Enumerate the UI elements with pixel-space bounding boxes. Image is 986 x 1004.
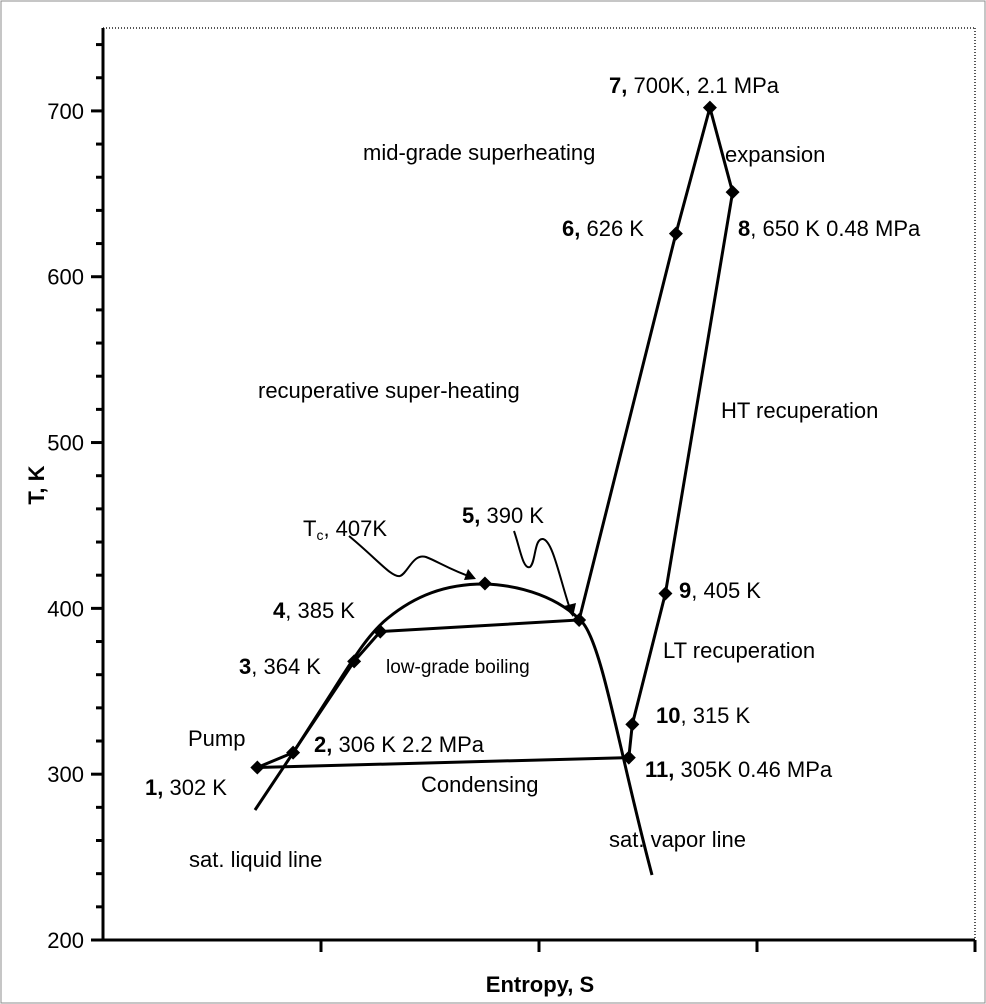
label-mid-grade-superheating: mid-grade superheating — [363, 140, 595, 165]
state-point-marker-1 — [250, 760, 265, 775]
label-sat-vapor-line: sat. vapor line — [609, 827, 746, 852]
state-point-marker-5 — [572, 612, 587, 627]
state-point-markers — [250, 100, 740, 775]
y-axis-title: T, K — [24, 465, 49, 504]
point-label-10: 10, 315 K — [656, 703, 751, 728]
point-label-9: 9, 405 K — [679, 578, 761, 603]
label-ht-recuperation: HT recuperation — [721, 398, 878, 423]
state-point-marker-8 — [725, 185, 740, 200]
saturation-dome-curve — [253, 582, 654, 876]
state-point-marker-10 — [625, 717, 640, 732]
point-label-1: 1, 302 K — [145, 775, 227, 800]
state-point-marker-11 — [621, 750, 636, 765]
label-sat-liquid-line: sat. liquid line — [189, 847, 322, 872]
state-point-marker-3 — [347, 654, 362, 669]
state-point-marker-7 — [702, 100, 717, 115]
y-tick-labels: 700 600 500 400 300 200 — [47, 99, 84, 953]
label-expansion: expansion — [725, 142, 825, 167]
y-tick-label: 700 — [47, 99, 84, 124]
point-label-4: 4, 385 K — [273, 598, 355, 623]
point-label-5: 5, 390 K — [462, 503, 544, 528]
point-5-arrowhead — [564, 603, 576, 617]
point-label-6: 6, 626 K — [562, 216, 644, 241]
label-condensing: Condensing — [421, 772, 538, 797]
label-low-grade-boiling: low-grade boiling — [386, 657, 530, 678]
critical-point-arrowhead — [464, 569, 476, 580]
x-axis-title: Entropy, S — [486, 972, 594, 997]
axis-ticks — [91, 43, 977, 952]
label-pump: Pump — [188, 726, 245, 751]
critical-point-arrow — [348, 535, 475, 579]
y-tick-label: 300 — [47, 762, 84, 787]
point-5-arrow — [513, 530, 572, 613]
point-label-2: 2, 306 K 2.2 MPa — [314, 732, 485, 757]
critical-point-marker — [477, 576, 492, 591]
y-tick-label: 200 — [47, 928, 84, 953]
point-label-11: 11, 305K 0.46 MPa — [645, 757, 833, 782]
label-lt-recuperation: LT recuperation — [663, 638, 815, 663]
label-recuperative-superheating: recuperative super-heating — [258, 378, 520, 403]
point-label-3: 3, 364 K — [239, 654, 321, 679]
y-tick-label: 500 — [47, 431, 84, 456]
state-point-marker-4 — [373, 624, 388, 639]
critical-point-label: Tc, 407K — [303, 516, 387, 543]
point-label-7: 7, 700K, 2.1 MPa — [609, 73, 780, 98]
state-point-marker-6 — [668, 226, 683, 241]
point-label-8: 8, 650 K 0.48 MPa — [738, 216, 921, 241]
y-tick-label: 600 — [47, 265, 84, 290]
y-tick-label: 400 — [47, 596, 84, 621]
state-point-marker-2 — [286, 745, 301, 760]
state-point-marker-9 — [658, 586, 673, 601]
condensing-line — [257, 756, 629, 769]
